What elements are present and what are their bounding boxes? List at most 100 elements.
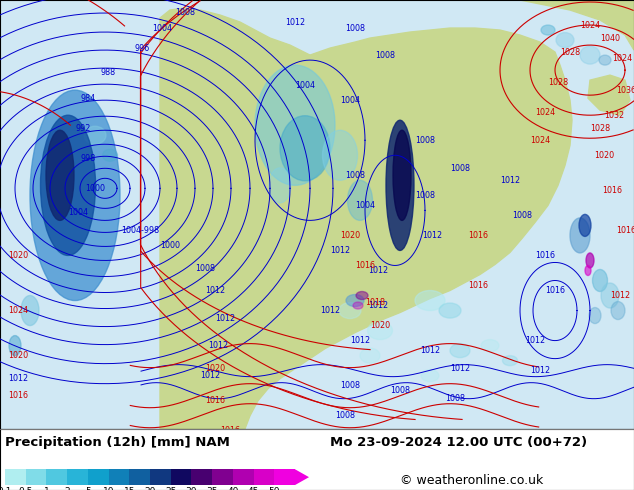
- Text: 1024: 1024: [8, 306, 28, 315]
- Text: 45: 45: [248, 487, 259, 490]
- Bar: [150, 469, 171, 485]
- Text: 1012: 1012: [368, 301, 388, 310]
- Bar: [233, 469, 254, 485]
- Ellipse shape: [21, 295, 39, 325]
- Text: 1008: 1008: [345, 171, 365, 180]
- Text: 1008: 1008: [345, 24, 365, 32]
- Text: 1000: 1000: [85, 184, 105, 193]
- Ellipse shape: [421, 369, 439, 382]
- Text: 20: 20: [145, 487, 156, 490]
- Text: 1012: 1012: [330, 246, 350, 255]
- Polygon shape: [160, 8, 310, 381]
- Text: 1012: 1012: [450, 364, 470, 373]
- Text: 2: 2: [64, 487, 70, 490]
- Ellipse shape: [541, 25, 555, 35]
- Bar: [191, 469, 212, 485]
- Text: 1036: 1036: [616, 86, 634, 95]
- Bar: [67, 469, 88, 485]
- Ellipse shape: [339, 302, 361, 318]
- Text: 1004: 1004: [295, 81, 315, 90]
- Text: 1016: 1016: [616, 226, 634, 235]
- Text: 1020: 1020: [8, 251, 28, 260]
- Text: 1018: 1018: [365, 298, 385, 307]
- Text: 1012: 1012: [500, 176, 520, 185]
- Text: 1000: 1000: [160, 241, 180, 250]
- Text: 1012: 1012: [530, 366, 550, 375]
- Text: 1016: 1016: [205, 396, 225, 405]
- Text: 1012: 1012: [215, 314, 235, 323]
- Text: 30: 30: [186, 487, 197, 490]
- Text: 1012: 1012: [610, 291, 630, 300]
- Text: Mo 23-09-2024 12.00 UTC (00+72): Mo 23-09-2024 12.00 UTC (00+72): [330, 436, 587, 449]
- Bar: [46, 469, 67, 485]
- Text: 35: 35: [207, 487, 218, 490]
- Text: 1: 1: [44, 487, 49, 490]
- Text: 1016: 1016: [220, 426, 240, 435]
- Bar: [88, 469, 108, 485]
- Text: 1004: 1004: [68, 208, 88, 217]
- Bar: [275, 469, 295, 485]
- Text: 5: 5: [85, 487, 91, 490]
- Bar: [26, 469, 46, 485]
- Ellipse shape: [556, 32, 574, 48]
- Text: 1016: 1016: [535, 251, 555, 260]
- Text: 1024: 1024: [612, 53, 632, 63]
- Text: 1016: 1016: [8, 391, 28, 400]
- Bar: [129, 469, 150, 485]
- Text: 10: 10: [103, 487, 114, 490]
- Polygon shape: [0, 0, 634, 429]
- Text: 1008: 1008: [445, 394, 465, 403]
- Ellipse shape: [368, 321, 392, 340]
- Ellipse shape: [481, 340, 499, 352]
- Text: 1028: 1028: [560, 48, 580, 56]
- Text: 1012: 1012: [205, 286, 225, 295]
- Text: 988: 988: [100, 68, 115, 76]
- Text: 1020: 1020: [205, 364, 225, 373]
- Text: 1008: 1008: [195, 264, 215, 273]
- Text: 1016: 1016: [355, 261, 375, 270]
- Polygon shape: [480, 0, 634, 50]
- Text: 1032: 1032: [604, 111, 624, 120]
- Text: Precipitation (12h) [mm] NAM: Precipitation (12h) [mm] NAM: [5, 436, 230, 449]
- Ellipse shape: [255, 65, 335, 185]
- Text: 1008: 1008: [450, 164, 470, 173]
- Text: 1008: 1008: [512, 211, 532, 220]
- Text: 1012: 1012: [350, 336, 370, 345]
- Ellipse shape: [41, 115, 96, 255]
- Text: 1012: 1012: [208, 341, 228, 350]
- Text: 1024: 1024: [535, 108, 555, 117]
- Ellipse shape: [356, 292, 368, 299]
- Ellipse shape: [570, 218, 590, 253]
- Text: 15: 15: [124, 487, 135, 490]
- Text: 1008: 1008: [415, 136, 435, 145]
- Text: 1040: 1040: [600, 34, 620, 43]
- Polygon shape: [160, 28, 572, 429]
- Text: 992: 992: [75, 123, 91, 133]
- Ellipse shape: [84, 126, 106, 144]
- Text: 1008: 1008: [390, 386, 410, 395]
- Text: 1008: 1008: [335, 411, 355, 420]
- Text: 1020: 1020: [340, 231, 360, 240]
- Text: 1008: 1008: [175, 7, 195, 17]
- Bar: [254, 469, 275, 485]
- Text: 50: 50: [269, 487, 280, 490]
- Text: 1028: 1028: [590, 123, 610, 133]
- Text: © weatheronline.co.uk: © weatheronline.co.uk: [400, 474, 543, 487]
- Bar: [171, 469, 191, 485]
- Text: 1024: 1024: [530, 136, 550, 145]
- Bar: [212, 469, 233, 485]
- Text: 1012: 1012: [320, 306, 340, 315]
- Text: 1012: 1012: [368, 266, 388, 275]
- Text: 1012: 1012: [8, 374, 28, 383]
- Ellipse shape: [280, 116, 330, 181]
- Text: 1004: 1004: [340, 96, 360, 105]
- Ellipse shape: [580, 46, 600, 64]
- Ellipse shape: [46, 130, 74, 220]
- Ellipse shape: [586, 253, 594, 268]
- Text: 0.1: 0.1: [0, 487, 12, 490]
- Text: 1016: 1016: [545, 286, 565, 295]
- Ellipse shape: [589, 308, 601, 323]
- Ellipse shape: [103, 149, 117, 161]
- Ellipse shape: [9, 336, 21, 356]
- Ellipse shape: [599, 55, 611, 65]
